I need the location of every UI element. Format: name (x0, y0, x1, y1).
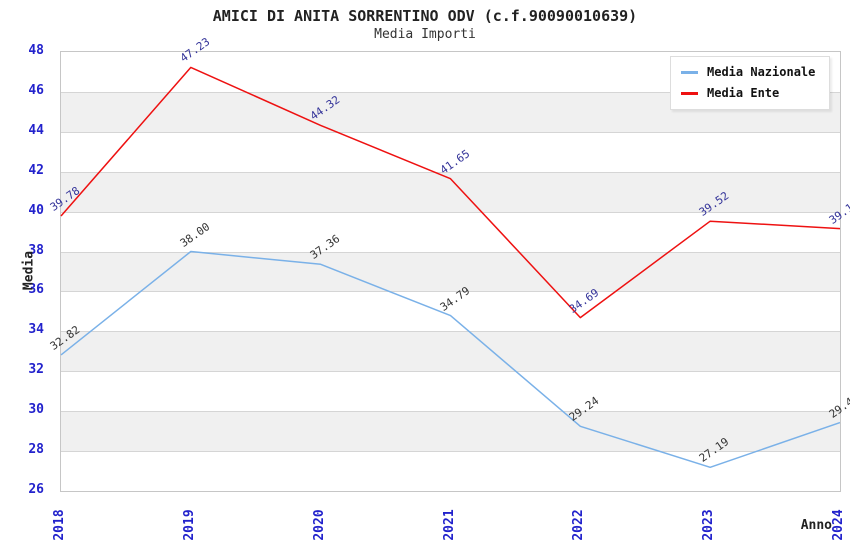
legend-item-media-nazionale: Media Nazionale (681, 65, 815, 79)
background-band (61, 291, 840, 332)
x-tick-label: 2019 (181, 509, 197, 541)
gridline (61, 171, 840, 173)
y-tick-label: 28 (28, 442, 44, 458)
background-band (61, 131, 840, 172)
y-tick-label: 26 (28, 482, 44, 497)
y-tick-label: 30 (28, 402, 44, 418)
series-line-media-nazionale (60, 250, 841, 469)
legend-line-swatch (681, 91, 698, 95)
y-tick-label: 40 (28, 202, 44, 218)
x-tick-label: 2023 (701, 509, 717, 541)
y-tick-label: 36 (28, 282, 44, 298)
background-band (61, 451, 840, 491)
y-tick-label: 34 (28, 322, 44, 338)
y-tick-label: 38 (28, 242, 44, 258)
legend-line-swatch (681, 70, 698, 74)
x-tick-label: 2021 (441, 509, 457, 541)
series-lines (60, 66, 841, 469)
background-band (61, 371, 840, 412)
gridline (61, 411, 840, 413)
gridline (61, 331, 840, 333)
legend-label: Media Ente (707, 86, 780, 100)
legend: Media Nazionale Media Ente (670, 56, 831, 110)
background-band (61, 411, 840, 452)
y-tick-label: 46 (28, 82, 44, 98)
background-band (61, 251, 840, 292)
background-band (61, 211, 840, 252)
gridline (61, 371, 840, 373)
gridline (61, 91, 840, 93)
gridline (61, 291, 840, 293)
gridline (61, 251, 840, 253)
chart-subtitle: Media Importi (374, 27, 476, 42)
x-tick-label: 2018 (52, 509, 67, 541)
y-tick-label: 48 (28, 43, 44, 58)
gridline (61, 211, 840, 213)
gridline (61, 131, 840, 133)
y-tick-label: 42 (28, 162, 44, 178)
series-line-media-ente (60, 66, 841, 319)
gridline (61, 451, 840, 453)
x-tick-label: 2022 (571, 509, 587, 541)
y-tick-label: 44 (28, 122, 44, 138)
x-axis-title: Anno (800, 518, 832, 533)
y-tick-label: 32 (28, 362, 44, 378)
legend-label: Media Nazionale (707, 65, 816, 79)
x-tick-label: 2020 (311, 509, 327, 541)
chart-title: AMICI DI ANITA SORRENTINO ODV (c.f.90090… (212, 7, 638, 25)
background-band (61, 331, 840, 372)
x-tick-label: 2024 (831, 509, 846, 541)
legend-item-media-ente: Media Ente (681, 86, 815, 100)
y-axis-title: Media (21, 250, 37, 291)
plot-area: 32.82 38.00 37.36 34.79 29.24 27.19 29.43 39.78… (48, 36, 850, 492)
